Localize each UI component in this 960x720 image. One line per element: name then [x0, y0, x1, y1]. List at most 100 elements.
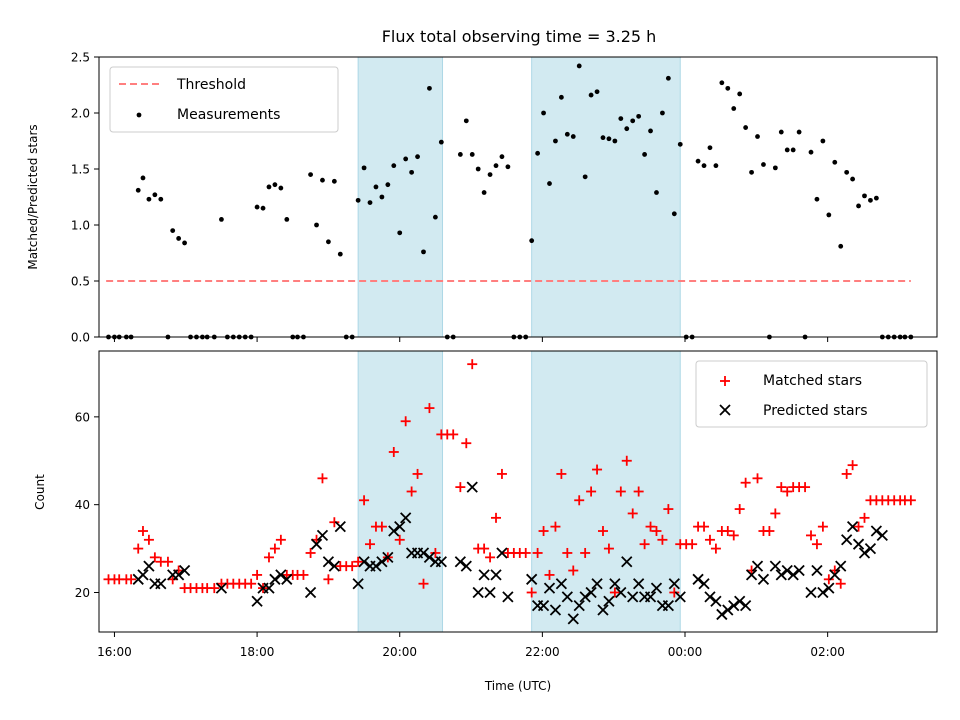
top-shaded-interval-1	[357, 56, 444, 338]
measurement-point	[749, 169, 754, 175]
measurement-point	[146, 196, 152, 202]
measurement-point	[308, 172, 313, 178]
matched-star-point	[467, 359, 478, 370]
bottom-panel: 16:00 18:00 20:00 22:00 00:00 02:00 20 40 60 Matc…	[75, 350, 938, 659]
measurement-point	[373, 184, 379, 190]
matched-star-point	[252, 569, 263, 580]
matched-star-point	[126, 574, 137, 585]
matched-star-point	[722, 526, 733, 537]
measurement-point	[326, 239, 331, 245]
predicted-star-point	[478, 569, 490, 581]
x-tick-label: 02:00	[810, 645, 845, 659]
matched-star-point	[776, 482, 787, 493]
predicted-star-point	[484, 586, 496, 599]
measurement-point	[337, 251, 343, 257]
predicted-star-point	[400, 512, 412, 524]
measurement-point	[588, 92, 594, 98]
matched-star-point	[430, 547, 441, 558]
matched-star-point	[388, 446, 399, 457]
predicted-star-point	[143, 560, 155, 572]
matched-star-point	[710, 543, 721, 554]
predicted-star-point	[585, 586, 597, 599]
measurement-point	[618, 116, 624, 121]
predicted-star-point	[417, 547, 430, 559]
predicted-star-point	[835, 560, 847, 572]
x-axis-label: Time (UTC)	[484, 679, 551, 693]
matched-star-point	[133, 543, 144, 554]
predicted-star-point	[852, 538, 865, 550]
top-y-tick-label: 0.0	[71, 331, 90, 345]
matched-star-point	[556, 468, 567, 479]
predicted-star-point	[728, 600, 740, 612]
predicted-star-point	[328, 560, 340, 572]
matched-star-point	[764, 526, 775, 537]
measurement-point	[320, 177, 325, 183]
legend-matched-swatch	[720, 376, 730, 386]
measurement-point	[254, 204, 260, 210]
matched-star-point	[615, 486, 626, 497]
bottom-shaded-interval-2	[531, 350, 681, 633]
predicted-star-point	[178, 564, 191, 577]
matched-star-point	[269, 543, 280, 554]
matched-star-point	[687, 539, 698, 550]
top-series-group	[106, 63, 914, 340]
measurement-point	[409, 169, 415, 175]
matched-star-point	[657, 534, 668, 545]
matched-star-point	[424, 403, 435, 414]
top-y-tick-label: 2.0	[71, 107, 90, 121]
measurement-point	[403, 156, 409, 162]
measurement-point	[677, 141, 683, 147]
measurement-point	[790, 147, 796, 153]
predicted-star-point	[674, 591, 686, 603]
legend-measurement-swatch	[136, 112, 142, 118]
predicted-star-point	[251, 595, 263, 607]
measurement-point	[541, 110, 546, 116]
measurement-point	[695, 158, 701, 164]
predicted-star-point	[304, 586, 317, 599]
measurement-point	[158, 196, 164, 202]
bottom-plot-area	[357, 350, 681, 633]
predicted-star-point	[633, 578, 645, 590]
predicted-star-point	[823, 582, 835, 594]
legend-box	[109, 66, 339, 133]
measurement-point	[457, 152, 463, 157]
predicted-star-point	[858, 547, 871, 559]
predicted-star-point	[466, 481, 478, 493]
measurement-point	[820, 138, 826, 144]
measurement-point	[182, 240, 187, 246]
matched-star-point	[853, 521, 864, 532]
measurement-point	[701, 163, 707, 169]
measurement-point	[814, 196, 820, 202]
measurement-point	[421, 249, 426, 255]
predicted-star-point	[745, 569, 758, 581]
measurement-point	[612, 138, 618, 144]
matched-star-point	[817, 521, 828, 532]
matched-star-point	[806, 530, 817, 541]
measurement-point	[397, 230, 403, 236]
predicted-star-point	[603, 595, 615, 607]
matched-star-point	[905, 495, 916, 506]
measurement-point	[665, 75, 671, 81]
predicted-star-point	[876, 529, 888, 542]
matched-star-point	[448, 429, 459, 440]
measurement-point	[707, 145, 713, 151]
legend-measurements-label: Measurements	[177, 107, 280, 123]
measurement-point	[284, 217, 290, 222]
matched-star-point	[562, 547, 573, 558]
predicted-star-point	[841, 534, 853, 546]
legend-matched-label: Matched stars	[763, 373, 862, 389]
predicted-star-point	[698, 578, 710, 590]
measurement-point	[219, 217, 224, 222]
predicted-star-point	[502, 591, 514, 603]
measurement-point	[570, 134, 576, 139]
measurement-point	[367, 200, 373, 206]
measurement-point	[594, 89, 600, 95]
predicted-star-point	[561, 591, 573, 603]
bottom-series-group	[103, 359, 916, 625]
predicted-star-point	[805, 586, 817, 599]
measurement-point	[385, 182, 391, 188]
measurement-point	[630, 118, 636, 124]
measurement-point	[135, 187, 141, 193]
measurement-point	[314, 222, 319, 228]
measurement-point	[553, 138, 558, 144]
